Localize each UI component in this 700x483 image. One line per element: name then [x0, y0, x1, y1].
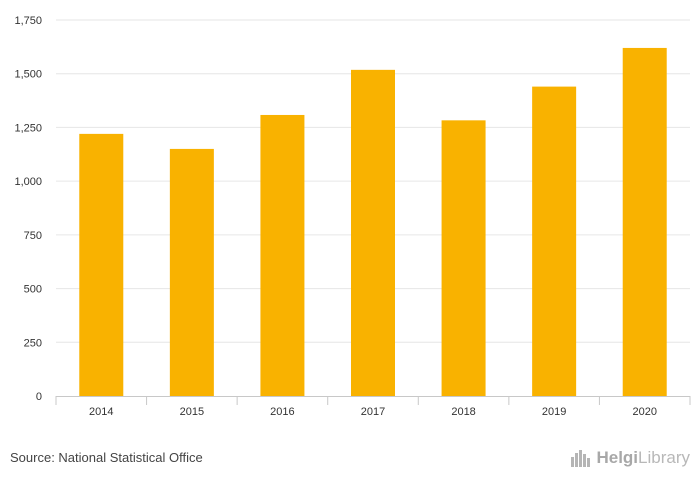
y-tick-label: 1,750: [14, 15, 42, 27]
x-tick-label: 2014: [89, 406, 113, 418]
logo-text-library: Library: [638, 448, 690, 467]
helgi-library-logo: Helgi Library: [570, 446, 690, 470]
bar-2018[interactable]: [441, 120, 486, 396]
y-tick-label: 1,250: [14, 122, 42, 134]
x-tick-label: 2017: [361, 406, 385, 418]
logo-text-helgi: Helgi: [596, 448, 639, 467]
bar-2014[interactable]: [79, 133, 124, 397]
source-note: Source: National Statistical Office: [10, 450, 203, 465]
y-tick-label: 750: [24, 230, 42, 242]
x-tick-label: 2015: [180, 406, 204, 418]
y-tick-label: 1,000: [14, 176, 42, 188]
x-tick-label: 2018: [451, 406, 475, 418]
y-tick-labels: 0 250 500 750 1,000 1,250 1,500 1,750: [14, 15, 42, 403]
y-tick-label: 1,500: [14, 69, 42, 81]
x-tick-label: 2020: [632, 406, 656, 418]
bars: [79, 47, 667, 397]
bar-2015[interactable]: [169, 148, 214, 396]
y-tick-label: 250: [24, 337, 42, 349]
bar-2016[interactable]: [260, 114, 305, 396]
y-tick-label: 0: [36, 391, 42, 403]
bar-2019[interactable]: [532, 86, 577, 396]
y-tick-label: 500: [24, 284, 42, 296]
x-tick-label: 2016: [270, 406, 294, 418]
city-skyline-icon: [571, 450, 591, 467]
x-axis: [55, 396, 691, 405]
x-tick-label: 2019: [542, 406, 566, 418]
bar-2017[interactable]: [351, 69, 395, 396]
bar-2020[interactable]: [622, 47, 667, 396]
x-tick-labels: 2014 2015 2016 2017 2018 2019 2020: [89, 406, 657, 418]
